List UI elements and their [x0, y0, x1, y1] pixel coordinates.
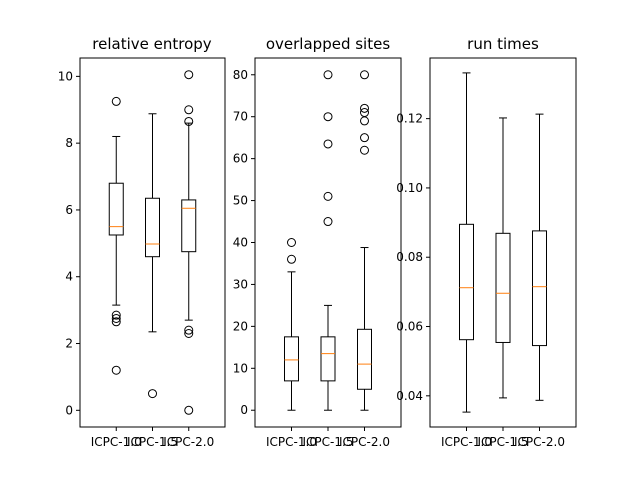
run-times-ytick-label: 0.08 — [396, 250, 423, 264]
relative-entropy-panel: relative entropy 0 2 4 6 8 10 ICPC-1.0ICPC-1.5… — [58, 35, 226, 449]
outlier-point — [184, 405, 194, 415]
run-times-ytick-label: 0.04 — [396, 389, 423, 403]
outlier-point — [360, 116, 369, 126]
relative-entropy-ytick-label: 6 — [65, 203, 73, 217]
relative-entropy-ytick-label: 8 — [65, 136, 73, 150]
overlapped-sites-panel: overlapped sites 0 10 20 30 40 50 60 70 80 ICPC-1… — [233, 35, 402, 449]
outlier-point — [360, 103, 369, 113]
run-times-box-3 — [532, 113, 547, 401]
run-times-box-2 — [495, 117, 511, 399]
run-times-ytick-label: 0.12 — [396, 112, 423, 126]
overlapped-sites-title: overlapped sites — [266, 35, 390, 53]
relative-entropy-box-2 — [145, 113, 160, 399]
overlapped-sites-ytick-label: 80 — [233, 68, 248, 82]
overlapped-sites-ytick-label: 50 — [233, 194, 248, 208]
run-times-xtick-label: ICPC-1.0 — [441, 435, 492, 449]
overlapped-sites-ytick-label: 60 — [233, 152, 248, 166]
run-times-ytick-label: 0.06 — [396, 320, 423, 334]
outlier-point — [184, 328, 194, 338]
run-times-panel: run times 0.040.060.080.100.12ICPC-1.0IC… — [396, 35, 577, 449]
overlapped-sites-ytick-label: 10 — [233, 361, 248, 375]
overlapped-sites-ytick-label: 70 — [233, 110, 248, 124]
outlier-point — [360, 145, 369, 155]
outlier-point — [323, 191, 333, 201]
iqr-box — [284, 336, 299, 382]
outlier-point — [323, 139, 333, 149]
relative-entropy-xtick-label: ICPC-1.5 — [127, 435, 178, 449]
outlier-point — [111, 317, 121, 327]
relative-entropy-box-3 — [181, 70, 197, 415]
overlapped-sites-xtick-label: ICPC-1.5 — [303, 435, 354, 449]
overlapped-sites-xtick-label: ICPC-1.0 — [266, 435, 317, 449]
relative-entropy-ytick-label: 0 — [65, 403, 73, 417]
outlier-point — [323, 112, 333, 122]
overlapped-sites-box-3 — [357, 70, 372, 411]
overlapped-sites-box-1 — [284, 238, 299, 411]
outlier-point — [111, 365, 121, 375]
iqr-box — [145, 197, 160, 258]
iqr-box — [181, 199, 197, 253]
run-times-box-1 — [459, 72, 474, 413]
outlier-point — [360, 70, 369, 80]
run-times-xtick-label: ICPC-1.5 — [478, 435, 529, 449]
outlier-point — [111, 96, 121, 106]
outlier-point — [323, 70, 333, 80]
relative-entropy-title: relative entropy — [92, 35, 212, 53]
outlier-point — [111, 313, 121, 323]
run-times-xtick-label: ICPC-2.0 — [514, 435, 565, 449]
iqr-box — [357, 328, 372, 390]
outlier-point — [184, 325, 194, 335]
overlapped-sites-ytick-label: 30 — [233, 277, 248, 291]
outlier-point — [111, 310, 121, 320]
relative-entropy-ytick-label: 10 — [58, 69, 73, 83]
outlier-point — [184, 70, 194, 80]
iqr-box — [532, 230, 547, 347]
overlapped-sites-ytick-label: 0 — [240, 403, 248, 417]
iqr-box — [459, 223, 474, 341]
iqr-box — [495, 232, 511, 343]
run-times-ytick-label: 0.10 — [396, 181, 423, 195]
overlapped-sites-ytick-label: 40 — [233, 236, 248, 250]
overlapped-sites-box-2 — [320, 70, 336, 411]
outlier-point — [148, 389, 157, 399]
overlapped-sites-ytick-label: 20 — [233, 319, 248, 333]
run-times-title: run times — [467, 35, 539, 53]
outlier-point — [184, 116, 194, 126]
outlier-point — [287, 254, 296, 264]
overlapped-sites-xtick-label: ICPC-2.0 — [339, 435, 390, 449]
outlier-point — [184, 105, 194, 115]
relative-entropy-xtick-label: ICPC-1.0 — [91, 435, 142, 449]
relative-entropy-xtick-label: ICPC-2.0 — [163, 435, 214, 449]
relative-entropy-ytick-label: 4 — [65, 270, 73, 284]
outlier-point — [287, 238, 296, 247]
outlier-point — [360, 133, 369, 143]
relative-entropy-ytick-label: 2 — [65, 337, 73, 351]
iqr-box — [108, 182, 124, 236]
iqr-box — [320, 336, 336, 382]
outlier-point — [323, 217, 333, 227]
relative-entropy-box-1 — [108, 96, 124, 375]
